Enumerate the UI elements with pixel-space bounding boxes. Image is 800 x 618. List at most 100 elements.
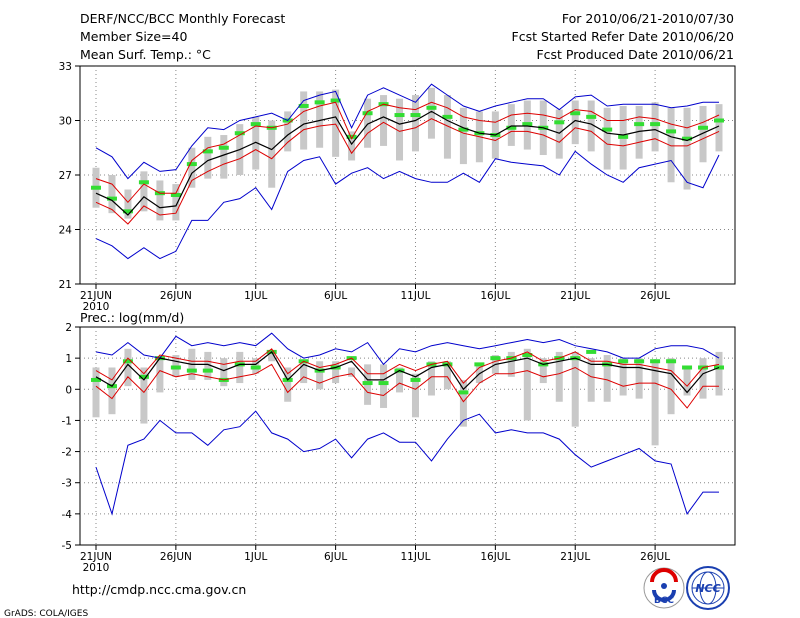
ensemble-box xyxy=(332,89,340,157)
x-tick-label: 11JUL xyxy=(400,290,430,302)
ensemble-box xyxy=(571,100,579,145)
figure-title: DERF/NCC/BCC Monthly Forecast xyxy=(80,11,285,26)
median-marker xyxy=(314,100,325,105)
median-marker xyxy=(362,111,373,116)
ensemble-box xyxy=(587,100,595,152)
x-tick-label: 26JUL xyxy=(640,551,670,563)
ensemble-box xyxy=(603,355,611,402)
median-marker xyxy=(650,122,661,127)
median-marker xyxy=(330,98,341,103)
median-marker xyxy=(250,365,261,370)
ensemble-box xyxy=(348,367,356,377)
median-marker xyxy=(682,136,693,141)
x-tick-label: 1JUL xyxy=(244,290,267,302)
median-marker xyxy=(602,127,613,132)
ensemble-box xyxy=(587,358,595,402)
ensemble-box xyxy=(555,351,563,402)
y-tick-label: 27 xyxy=(59,170,72,182)
ensemble-box xyxy=(699,105,707,163)
ensemble-box xyxy=(236,351,244,384)
ensemble-mean-line xyxy=(95,110,720,216)
x-tick-label: 11JUL xyxy=(400,551,430,563)
variable-label: Mean Surf. Temp.: °C xyxy=(80,47,211,62)
x-tick-label: 6JUL xyxy=(324,551,347,563)
ensemble-box xyxy=(108,175,116,214)
ensemble-box xyxy=(683,107,691,190)
ensemble-box xyxy=(459,379,467,427)
median-marker xyxy=(698,125,709,130)
median-marker xyxy=(410,113,421,118)
median-marker xyxy=(410,377,421,382)
grads-credit: GrADS: COLA/IGES xyxy=(4,609,88,618)
ensemble-box xyxy=(571,351,579,427)
ensemble-box xyxy=(683,367,691,396)
precipitation-panel: -5 -4 -3 -2 -1 0 1 2 21JUN 26JUN 1JUL 6JUL 11JUL 16JU… xyxy=(62,322,736,574)
ensemble-box xyxy=(284,111,292,152)
ensemble-box xyxy=(156,180,164,221)
median-marker xyxy=(586,349,597,354)
median-marker xyxy=(506,125,517,130)
ensemble-box xyxy=(124,348,132,387)
x-tick-label: 21JUN xyxy=(80,290,112,302)
member-size: Member Size=40 xyxy=(80,29,187,44)
median-marker xyxy=(442,114,453,119)
y-tick-label: 1 xyxy=(65,353,72,365)
upper-spread-line xyxy=(95,101,720,204)
median-marker xyxy=(202,149,213,154)
ensemble-box xyxy=(555,109,563,159)
y-tick-label: -1 xyxy=(62,415,72,427)
footer-url[interactable]: http://cmdp.ncc.cma.gov.cn xyxy=(72,582,246,597)
median-marker xyxy=(714,365,724,370)
ensemble-box xyxy=(380,95,388,146)
median-marker xyxy=(666,359,677,364)
ensemble-box xyxy=(539,358,547,384)
ensemble-box xyxy=(507,351,515,377)
ensemble-box xyxy=(140,367,148,424)
median-marker xyxy=(394,113,405,118)
ensemble-box xyxy=(140,171,148,212)
ensemble-box xyxy=(332,361,340,384)
median-marker xyxy=(554,120,565,125)
ensemble-box xyxy=(300,361,308,384)
median-marker xyxy=(170,192,181,197)
median-marker xyxy=(682,365,693,370)
median-marker xyxy=(138,180,149,185)
ensemble-box xyxy=(635,358,643,399)
median-marker xyxy=(186,162,197,167)
ensemble-box xyxy=(268,120,276,188)
x-year-label: 2010 xyxy=(83,301,110,313)
ensemble-box xyxy=(156,358,164,393)
y-tick-label: 33 xyxy=(59,61,72,73)
y-tick-label: -4 xyxy=(62,509,73,521)
x-tick-label: 6JUL xyxy=(324,290,347,302)
median-marker xyxy=(138,374,149,379)
ncc-logo: NCC xyxy=(686,566,730,610)
y-tick-label: 0 xyxy=(65,384,72,396)
ensemble-box xyxy=(635,105,643,159)
ensemble-box xyxy=(316,361,324,390)
ensemble-box xyxy=(284,367,292,402)
median-marker xyxy=(650,359,661,364)
produced-date: Fcst Produced Date 2010/06/21 xyxy=(536,47,734,62)
median-marker xyxy=(362,381,373,386)
median-marker xyxy=(634,359,645,364)
upper-spread-line xyxy=(95,348,720,387)
x-tick-label: 26JUL xyxy=(640,290,670,302)
x-tick-label: 21JUL xyxy=(560,551,590,563)
median-marker xyxy=(474,362,485,367)
ensemble-box xyxy=(667,107,675,183)
median-marker xyxy=(522,353,533,358)
median-marker xyxy=(618,359,629,364)
ensemble-box xyxy=(411,373,419,418)
median-marker xyxy=(522,122,533,127)
precip-panel-title: Prec.: log(mm/d) xyxy=(80,310,184,325)
median-marker xyxy=(170,365,181,370)
y-tick-label: 30 xyxy=(59,116,72,128)
ensemble-box xyxy=(443,95,451,159)
median-marker xyxy=(91,185,101,190)
forecast-period: For 2010/06/21-2010/07/30 xyxy=(562,11,734,26)
refer-date: Fcst Started Refer Date 2010/06/20 xyxy=(512,29,735,44)
temperature-panel: 21 24 27 30 33 21JUN 26JUN 1JUL 6JUL 11JUL 16JUL 21… xyxy=(59,61,736,313)
ensemble-box xyxy=(300,91,308,150)
